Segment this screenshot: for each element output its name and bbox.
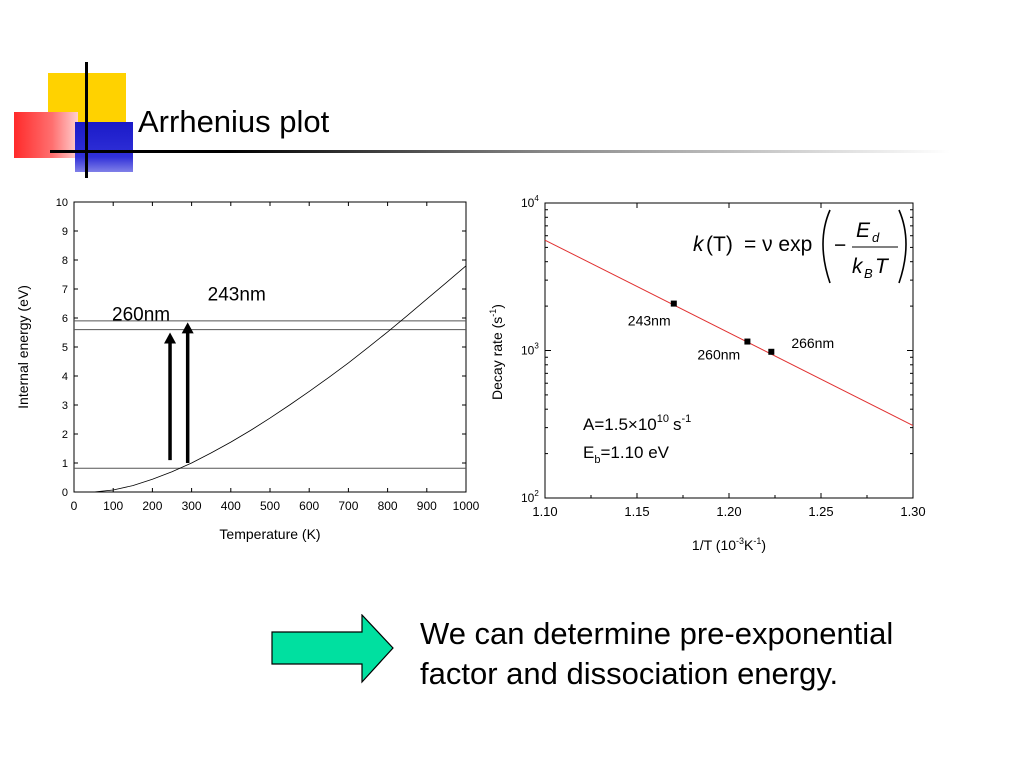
- formula-minus: −: [834, 234, 846, 257]
- x-axis-label: Temperature (K): [219, 526, 320, 542]
- y-axis-label: Internal energy (eV): [15, 285, 31, 409]
- x-axis-label: 1/T (10-3K-1): [692, 536, 766, 553]
- y-tick-label: 4: [62, 371, 68, 383]
- x-tick-label: 500: [260, 499, 280, 513]
- x-tick-label: 1000: [453, 499, 480, 513]
- point-label: 243nm: [628, 313, 671, 329]
- formula-exp: = ν exp: [744, 233, 812, 256]
- energy-annotation: Eb=1.10 eV: [583, 443, 670, 466]
- x-tick-label: 200: [142, 499, 162, 513]
- x-tick-label: 900: [417, 499, 437, 513]
- x-tick-label: 400: [221, 499, 241, 513]
- arrow-label: 243nm: [208, 284, 266, 305]
- arrhenius-formula: k (T) = ν exp − E d k B T: [693, 209, 907, 284]
- y-tick-label: 9: [62, 226, 68, 238]
- formula-numerator-sub: d: [872, 230, 880, 245]
- formula-left-paren: [822, 209, 831, 284]
- prefactor-annotation: A=1.5×1010 s-1: [583, 413, 691, 434]
- formula-denominator: k: [852, 255, 864, 278]
- formula-arg: (T): [706, 233, 733, 256]
- arrow-head: [181, 322, 194, 334]
- plot-frame: [73, 201, 467, 493]
- energy-curve: [93, 265, 467, 493]
- x-tick-label: 800: [378, 499, 398, 513]
- conclusion-line-2: factor and dissociation energy.: [420, 656, 839, 691]
- decor-horizontal-line: [50, 150, 950, 153]
- y-tick-label: 3: [62, 400, 68, 412]
- formula-k: k: [693, 233, 705, 256]
- formula-denominator-sub: B: [864, 266, 873, 281]
- y-tick-label: 0: [62, 487, 68, 499]
- decor-vertical-line: [85, 62, 88, 178]
- y-tick-label: 103: [521, 342, 539, 358]
- x-tick-label: 700: [338, 499, 358, 513]
- internal-energy-chart: 0 100 200 300 400 500 600 700 800 900 1000 0 1 2 3 4 5 6 7…: [15, 197, 480, 542]
- point-label: 260nm: [697, 347, 740, 363]
- data-point: [744, 338, 751, 345]
- excitation-arrows: 260nm 243nm: [112, 284, 266, 463]
- right-arrow-icon: [271, 614, 394, 684]
- threshold-lines: [74, 320, 466, 469]
- y-tick-label: 10: [56, 197, 68, 209]
- y-tick-label: 1: [62, 458, 68, 470]
- formula-denominator-var: T: [875, 255, 890, 278]
- page-title: Arrhenius plot: [138, 104, 330, 139]
- arrow-head: [164, 332, 177, 344]
- data-point: [670, 300, 677, 307]
- y-tick-label: 102: [521, 489, 539, 505]
- data-point: [768, 348, 775, 355]
- y-tick-label: 7: [62, 284, 68, 296]
- x-tick-label: 1.20: [716, 504, 741, 519]
- y-tick-label: 8: [62, 255, 68, 267]
- axis-ticks: 0 100 200 300 400 500 600 700 800 900 1000 0 1 2 3 4 5 6 7…: [56, 197, 480, 513]
- x-tick-label: 1.25: [808, 504, 833, 519]
- x-tick-label: 0: [71, 499, 78, 513]
- x-tick-label: 1.10: [532, 504, 557, 519]
- fit-line: [544, 239, 914, 426]
- decay-rate-chart: 1.10 1.15 1.20 1.25 1.30 102 103 104 243nm 260nm…: [488, 194, 926, 553]
- x-tick-label: 1.30: [900, 504, 925, 519]
- conclusion-line-1: We can determine pre-exponential: [420, 616, 894, 651]
- data-points: 243nm 260nm 266nm: [628, 300, 834, 363]
- y-tick-label: 104: [521, 194, 539, 210]
- point-label: 266nm: [791, 335, 834, 351]
- decor-blue-block: [75, 122, 133, 172]
- y-axis-label: Decay rate (s-1): [488, 304, 505, 400]
- formula-numerator: E: [856, 219, 871, 242]
- x-tick-label: 1.15: [624, 504, 649, 519]
- x-tick-label: 100: [103, 499, 123, 513]
- y-tick-label: 2: [62, 429, 68, 441]
- x-tick-label: 600: [299, 499, 319, 513]
- x-tick-label: 300: [182, 499, 202, 513]
- y-tick-label: 5: [62, 342, 68, 354]
- conclusion-text: We can determine pre-exponential factor …: [420, 614, 980, 694]
- y-tick-label: 6: [62, 313, 68, 325]
- formula-right-paren: [898, 209, 907, 284]
- arrow-label: 260nm: [112, 305, 170, 326]
- axis-ticks: 1.10 1.15 1.20 1.25 1.30 102 103 104: [521, 194, 926, 519]
